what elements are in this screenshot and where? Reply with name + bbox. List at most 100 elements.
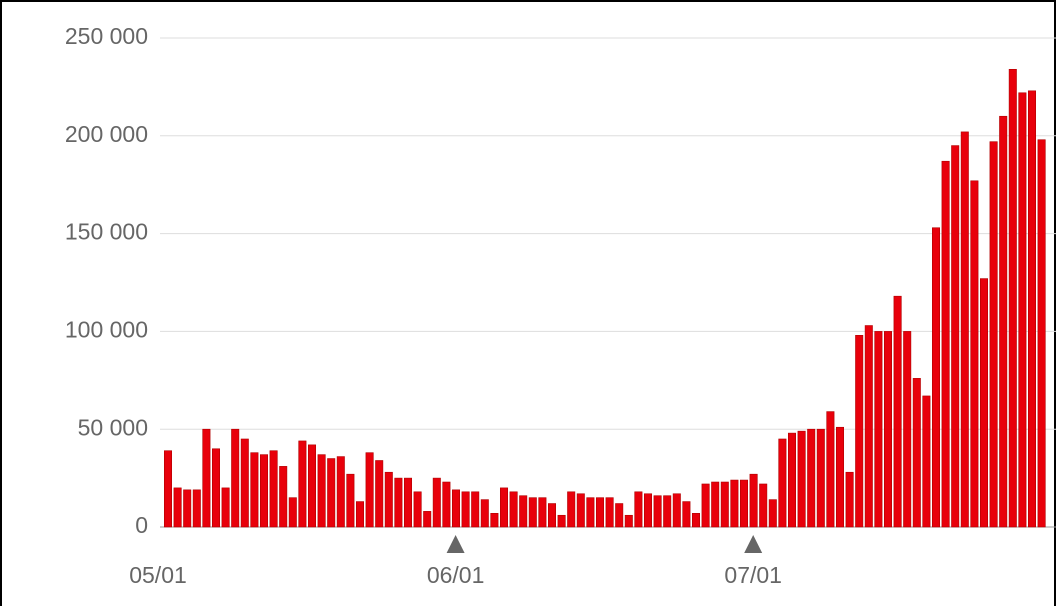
y-tick-label: 200 000	[65, 121, 148, 147]
bar	[442, 481, 451, 528]
bar	[375, 460, 384, 528]
bar	[778, 438, 787, 528]
bar	[883, 331, 892, 528]
bar	[336, 456, 345, 528]
bar	[835, 426, 844, 528]
bar	[855, 335, 864, 528]
bar	[970, 180, 979, 528]
bar	[317, 454, 326, 528]
bar	[451, 489, 460, 528]
bar	[192, 489, 201, 528]
y-tick-label: 250 000	[65, 23, 148, 49]
bar	[557, 514, 566, 528]
bar	[298, 440, 307, 528]
bar	[893, 295, 902, 528]
bar	[413, 491, 422, 528]
bar	[979, 278, 988, 528]
bar	[941, 160, 950, 528]
bar	[288, 497, 297, 528]
bar	[797, 430, 806, 528]
bar	[586, 497, 595, 528]
bar	[432, 477, 441, 528]
bar	[461, 491, 470, 528]
bar	[1028, 90, 1037, 528]
bar	[259, 454, 268, 528]
x-tick-label: 05/01	[129, 562, 187, 588]
bar	[538, 497, 547, 528]
bar	[528, 497, 537, 528]
bar	[768, 499, 777, 528]
bar	[269, 450, 278, 528]
bar	[576, 493, 585, 528]
bar	[615, 503, 624, 528]
bar	[739, 479, 748, 528]
bar	[720, 481, 729, 528]
bar	[202, 428, 211, 528]
bar	[1037, 139, 1046, 528]
bar	[173, 487, 182, 528]
bar	[1008, 68, 1017, 528]
bar	[931, 227, 940, 528]
bar	[759, 483, 768, 528]
y-tick-label: 100 000	[65, 316, 148, 342]
bar	[279, 466, 288, 528]
bar	[682, 501, 691, 528]
bar	[595, 497, 604, 528]
bar	[384, 471, 393, 528]
y-tick-label: 0	[135, 512, 148, 538]
bar	[999, 115, 1008, 528]
x-tick-label: 06/01	[427, 562, 485, 588]
tick-arrow	[744, 535, 763, 553]
bar	[240, 438, 249, 528]
bar	[672, 493, 681, 528]
bar	[749, 473, 758, 528]
bar	[423, 511, 432, 528]
bar	[816, 428, 825, 528]
bar	[912, 378, 921, 528]
bar	[903, 331, 912, 528]
bar	[509, 491, 518, 528]
bar	[605, 497, 614, 528]
bar	[480, 499, 489, 528]
bar	[403, 477, 412, 528]
bar	[711, 481, 720, 528]
bar	[355, 501, 364, 528]
bar	[691, 513, 700, 528]
bar	[231, 428, 240, 528]
bar	[643, 493, 652, 528]
bar	[826, 411, 835, 528]
tick-arrow	[446, 535, 465, 553]
bar	[567, 491, 576, 528]
bar	[663, 495, 672, 528]
bar	[874, 331, 883, 528]
bar	[730, 479, 739, 528]
bar	[307, 444, 316, 528]
bar	[547, 503, 556, 528]
y-tick-label: 50 000	[78, 414, 148, 440]
bar	[221, 487, 230, 528]
bar	[1018, 92, 1027, 528]
bar	[634, 491, 643, 528]
bar	[989, 141, 998, 528]
bar	[864, 325, 873, 528]
bar	[365, 452, 374, 528]
y-tick-label: 150 000	[65, 219, 148, 245]
bar	[653, 495, 662, 528]
bar	[624, 514, 633, 528]
bar	[845, 471, 854, 528]
bar	[519, 495, 528, 528]
bar	[471, 491, 480, 528]
bar	[922, 395, 931, 528]
bar	[960, 131, 969, 528]
bar	[212, 448, 221, 528]
bar	[346, 473, 355, 528]
bar	[164, 450, 173, 528]
bar	[787, 432, 796, 528]
x-tick-label: 07/01	[724, 562, 782, 588]
bar	[499, 487, 508, 528]
bar	[951, 145, 960, 528]
bar	[327, 458, 336, 528]
